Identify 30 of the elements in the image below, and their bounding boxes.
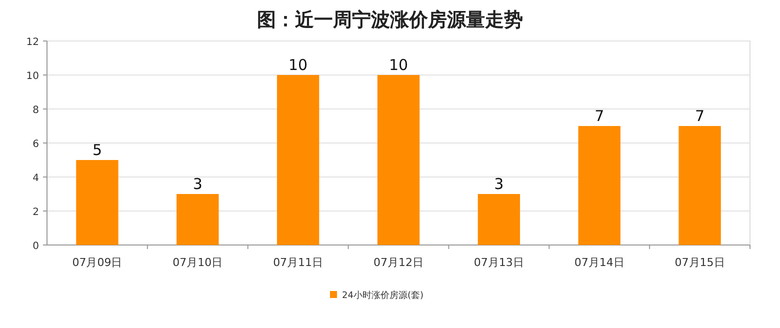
x-tick-label: 07月15日 <box>674 256 725 269</box>
data-label: 3 <box>192 175 202 193</box>
legend-label: 24小时涨价房源(套) <box>342 290 424 301</box>
x-tick-label: 07月10日 <box>172 256 223 269</box>
bar <box>176 194 219 245</box>
data-label: 7 <box>594 107 604 125</box>
y-tick-label: 12 <box>26 37 39 48</box>
y-tick-label: 2 <box>32 207 39 218</box>
y-tick-label: 6 <box>32 139 39 150</box>
chart-title: 图：近一周宁波涨价房源量走势 <box>257 9 523 31</box>
x-tick-label: 07月09日 <box>72 256 122 269</box>
bar <box>377 75 420 245</box>
y-tick-label: 10 <box>26 71 39 82</box>
y-tick-label: 8 <box>32 105 39 116</box>
bar <box>276 75 320 245</box>
data-label: 5 <box>92 141 102 159</box>
data-label: 7 <box>695 107 705 125</box>
data-label: 3 <box>494 175 504 193</box>
bar <box>678 126 721 245</box>
y-tick-label: 4 <box>32 173 39 184</box>
x-tick-label: 07月12日 <box>374 256 424 269</box>
bar <box>76 160 118 245</box>
x-tick-label: 07月14日 <box>574 256 624 269</box>
data-label: 10 <box>288 56 308 74</box>
data-label: 10 <box>388 56 408 74</box>
bar <box>478 194 520 245</box>
x-tick-label: 07月11日 <box>273 256 324 269</box>
bar <box>578 126 620 245</box>
y-tick-label: 0 <box>32 241 39 252</box>
x-tick-label: 07月13日 <box>474 256 524 269</box>
